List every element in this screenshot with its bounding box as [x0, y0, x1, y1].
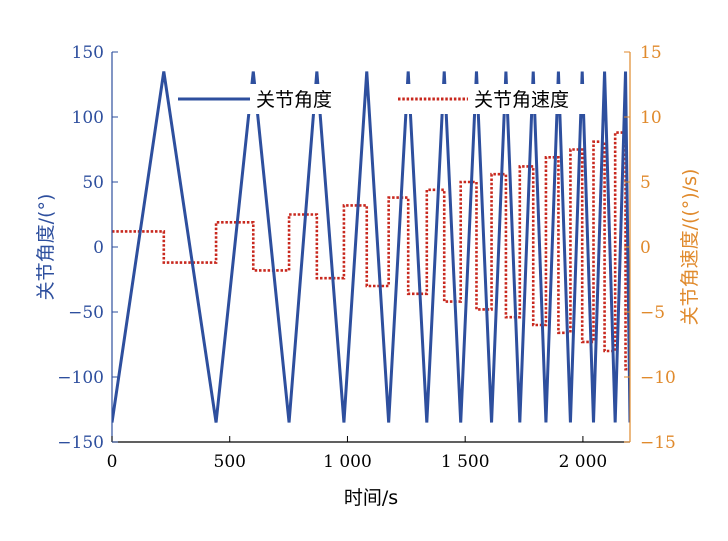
- y-right-tick-label: 15: [640, 43, 662, 63]
- velocity-series: [112, 131, 630, 371]
- x-tick-label: 2 000: [559, 452, 608, 472]
- y-right-tick-label: −5: [640, 303, 665, 323]
- y-left-tick-label: −50: [68, 303, 104, 323]
- ticks: 0 500 1 000 1 500 2 000150100500−50−100−1501…: [57, 43, 676, 472]
- y-right-tick-label: 5: [640, 173, 651, 193]
- angle-series-line: [112, 71, 630, 423]
- y-left-tick-label: −150: [57, 433, 104, 453]
- y-left-tick-label: 150: [72, 43, 104, 63]
- x-tick-label: 0: [107, 452, 118, 472]
- x-tick-label: 1 500: [441, 452, 490, 472]
- velocity-series-line: [112, 131, 630, 371]
- legend-label-angle: 关节角度: [256, 89, 332, 111]
- y-left-tick-label: 100: [72, 108, 104, 128]
- y-right-tick-label: 10: [640, 108, 662, 128]
- y-left-axis-title: 关节角度/(°): [35, 194, 57, 301]
- x-axis-title: 时间/s: [344, 487, 398, 509]
- y-right-tick-label: −15: [640, 433, 676, 453]
- legend: 关节角度 关节角速度: [172, 84, 592, 114]
- x-tick-label: 1 000: [323, 452, 372, 472]
- x-tick-label: 500: [214, 452, 246, 472]
- angle-series: [112, 71, 630, 423]
- legend-label-velocity: 关节角速度: [474, 89, 569, 111]
- y-left-tick-label: 50: [82, 173, 104, 193]
- y-right-axis-title: 关节角速度/((°)/s): [679, 169, 701, 326]
- y-right-tick-label: 0: [640, 238, 651, 258]
- y-left-tick-label: −100: [57, 368, 104, 388]
- y-left-tick-label: 0: [93, 238, 104, 258]
- y-right-tick-label: −10: [640, 368, 676, 388]
